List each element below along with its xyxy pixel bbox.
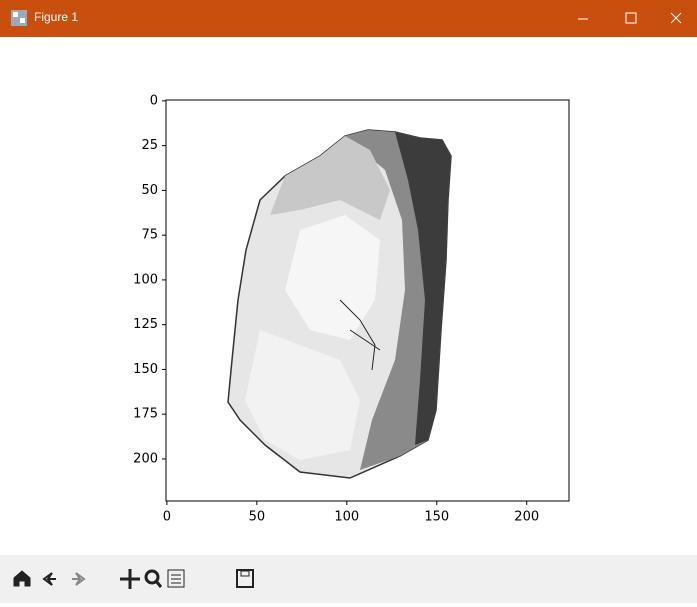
y-tick-label: 200: [133, 451, 158, 466]
x-tick-label: 50: [249, 510, 266, 525]
y-tick-label: 125: [133, 317, 158, 332]
toolbar: [0, 555, 697, 603]
y-tick-label: 50: [141, 183, 158, 198]
window: Figure 1 0 50 100 150 200 0 25 50 75 100 125 150 175…: [0, 0, 697, 603]
y-tick-label: 75: [141, 228, 158, 243]
image: [228, 130, 451, 478]
x-tick-label: 0: [163, 510, 171, 525]
y-tick-label: 150: [133, 362, 158, 377]
x-tick-label: 150: [424, 510, 449, 525]
title-bar: [0, 0, 697, 37]
y-tick-label: 100: [133, 272, 158, 287]
y-tick-label: 175: [133, 407, 158, 422]
x-tick-label: 100: [334, 510, 359, 525]
x-tick-label: 200: [514, 510, 539, 525]
app-icon: [11, 10, 27, 26]
y-tick-label: 0: [150, 93, 158, 108]
window-title: Figure 1: [34, 10, 78, 24]
y-tick-label: 25: [141, 138, 158, 153]
